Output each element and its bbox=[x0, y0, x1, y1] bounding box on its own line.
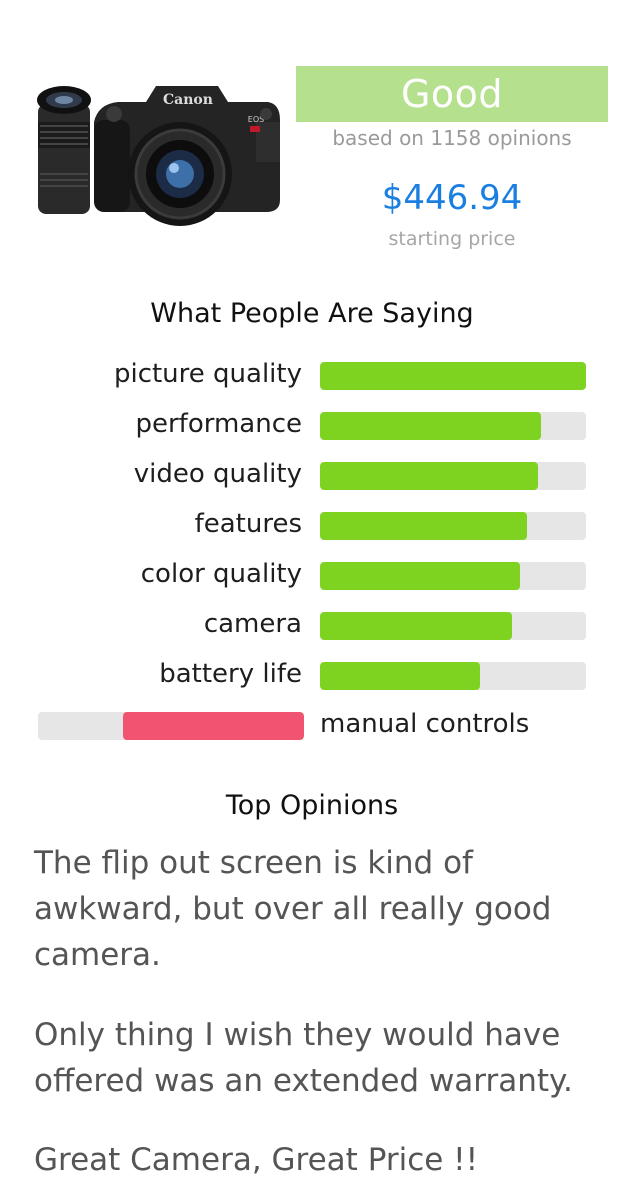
sentiment-label: performance bbox=[135, 409, 302, 439]
sentiment-label: color quality bbox=[140, 559, 302, 589]
sentiment-row: picture quality bbox=[0, 350, 624, 400]
sentiment-label: picture quality bbox=[113, 359, 302, 389]
telephoto-lens bbox=[37, 86, 91, 214]
sentiment-row: performance bbox=[0, 400, 624, 450]
product-image: Canon EOS bbox=[37, 86, 280, 226]
sentiment-list: picture quality performance video qualit… bbox=[0, 350, 624, 750]
sentiment-row: battery life bbox=[0, 650, 624, 700]
sentiment-label: features bbox=[194, 509, 302, 539]
price-label: starting price bbox=[388, 228, 516, 250]
opinion-text: Great Camera, Great Price !! bbox=[34, 1142, 479, 1178]
section-title-opinions: Top Opinions bbox=[225, 790, 399, 821]
sentiment-label: manual controls bbox=[320, 709, 530, 739]
rating-badge: Good bbox=[296, 66, 608, 122]
brand-text: Canon bbox=[163, 92, 213, 108]
sentiment-bar bbox=[320, 512, 528, 540]
sentiment-bar-track bbox=[320, 562, 586, 590]
kit-lens bbox=[128, 122, 232, 226]
opinion-text: Only thing I wish they would have offere… bbox=[34, 1017, 573, 1099]
sentiment-bar-track bbox=[320, 412, 586, 440]
opinion-text: The flip out screen is kind of awkward, … bbox=[34, 845, 552, 973]
sentiment-label: camera bbox=[203, 609, 302, 639]
sentiment-bar bbox=[320, 662, 480, 690]
sentiment-bar-track bbox=[320, 662, 586, 690]
sentiment-bar bbox=[320, 562, 520, 590]
sentiment-row-negative: manual controls bbox=[0, 700, 624, 750]
sentiment-row: video quality bbox=[0, 450, 624, 500]
sentiment-bar-negative bbox=[123, 712, 304, 740]
opinions-count: based on 1158 opinions bbox=[332, 126, 572, 150]
sentiment-row: color quality bbox=[0, 550, 624, 600]
sentiment-row: features bbox=[0, 500, 624, 550]
sentiment-bar-track bbox=[320, 612, 586, 640]
price: $446.94 bbox=[381, 178, 523, 218]
sentiment-bar bbox=[320, 612, 512, 640]
sentiment-row: camera bbox=[0, 600, 624, 650]
sentiment-bar bbox=[320, 412, 541, 440]
sentiment-bar-track bbox=[38, 712, 304, 740]
sentiment-label: battery life bbox=[159, 659, 302, 689]
sentiment-bar bbox=[320, 462, 539, 490]
sentiment-bar-track bbox=[320, 362, 586, 390]
sentiment-bar bbox=[320, 362, 586, 390]
section-title-sentiment: What People Are Saying bbox=[150, 298, 474, 329]
sentiment-bar-track bbox=[320, 462, 586, 490]
sentiment-bar-track bbox=[320, 512, 586, 540]
sentiment-label: video quality bbox=[133, 459, 302, 489]
model-text: EOS bbox=[248, 115, 264, 124]
